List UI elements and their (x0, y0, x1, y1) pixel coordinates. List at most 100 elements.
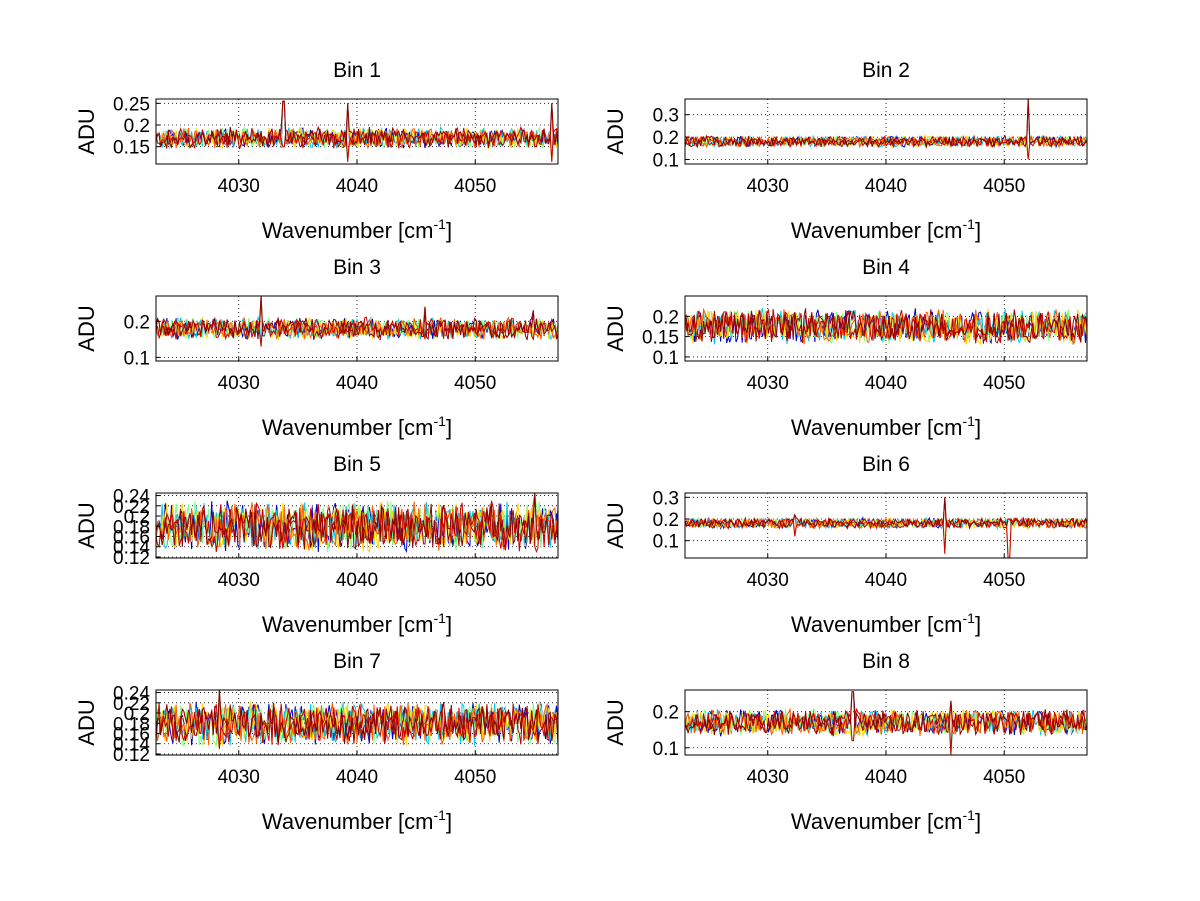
y-tick-label: 0.1 (653, 151, 679, 172)
data-series-line (685, 497, 1087, 530)
series-group (685, 691, 1087, 755)
data-series-line (685, 308, 1087, 344)
subplot-title: Bin 7 (333, 650, 381, 673)
y-axis-label: ADU (603, 502, 628, 548)
x-axis-label: Wavenumber [cm-1] (262, 413, 452, 440)
y-tick-label: 0.22 (113, 694, 150, 715)
x-tick-label: 4040 (336, 373, 378, 394)
series-group (685, 307, 1087, 346)
y-tick-label: 0.24 (113, 684, 150, 705)
y-tick-label: 0.22 (113, 497, 150, 518)
subplot-title: Bin 2 (862, 59, 910, 82)
y-axis-label: ADU (74, 108, 99, 154)
y-tick-label: 0.12 (113, 548, 150, 569)
x-axis-label-end: ] (446, 218, 452, 243)
y-tick-label: 0.12 (113, 745, 150, 766)
x-tick-label: 4040 (865, 373, 907, 394)
x-axis-label-end: ] (446, 415, 452, 440)
data-series-line (685, 99, 1087, 150)
series-group (685, 99, 1087, 160)
x-tick-label: 4040 (865, 570, 907, 591)
x-axis-label-exponent: -1 (434, 807, 447, 823)
x-axis-label: Wavenumber [cm-1] (791, 610, 981, 637)
y-tick-label: 0.3 (653, 106, 679, 127)
x-axis-label-exponent: -1 (434, 413, 447, 429)
y-axis-label: ADU (603, 305, 628, 351)
series-group (156, 493, 558, 554)
x-tick-label: 4030 (747, 176, 789, 197)
subplot-bin-2: 4030 4040 4050 0.10.20.3 Bin 2 Wavenumber [cm… (603, 59, 1088, 243)
data-series-line (685, 307, 1087, 345)
x-axis-label-text: Wavenumber [cm (262, 809, 434, 834)
y-tick-label: 0.2 (124, 704, 150, 725)
subplot-bin-8: 4030 4040 4050 0.1 0.2 Bin 8 Wavenumber [cm-1]… (603, 650, 1088, 834)
y-axis-label: ADU (74, 305, 99, 351)
y-axis-label: ADU (74, 502, 99, 548)
y-tick-label: 0.2 (653, 510, 679, 531)
series-group (156, 100, 558, 162)
y-tick-label: 0.24 (113, 487, 150, 508)
x-tick-label: 4030 (747, 767, 789, 788)
x-tick-label: 4030 (218, 570, 260, 591)
x-axis-label-end: ] (446, 809, 452, 834)
y-tick-label: 0.2 (653, 307, 679, 328)
subplot-title: Bin 3 (333, 256, 381, 279)
x-axis-label-exponent: -1 (434, 216, 447, 232)
x-tick-label: 4050 (454, 767, 496, 788)
x-axis-label-exponent: -1 (963, 807, 976, 823)
subplot-title: Bin 5 (333, 453, 381, 476)
x-tick-label: 4030 (218, 176, 260, 197)
subplot-bin-4: 4030 4040 4050 0.10.150.2 Bin 4 Wavenumber [c… (603, 256, 1088, 440)
x-axis-label: Wavenumber [cm-1] (262, 807, 452, 834)
series-group (156, 690, 558, 750)
y-tick-label: 0.18 (113, 714, 150, 735)
y-tick-label: 0.2 (124, 507, 150, 528)
y-tick-label: 0.3 (653, 488, 679, 509)
series-group (156, 296, 558, 347)
subplot-title: Bin 8 (862, 650, 910, 673)
x-axis-label-text: Wavenumber [cm (791, 415, 963, 440)
x-tick-label: 4050 (454, 176, 496, 197)
x-tick-label: 4030 (747, 570, 789, 591)
x-tick-label: 4050 (983, 373, 1025, 394)
y-tick-label: 0.16 (113, 725, 150, 746)
y-axis-label: ADU (603, 699, 628, 745)
y-tick-label: 0.16 (113, 528, 150, 549)
y-tick-label: 0.14 (113, 538, 150, 559)
series-group (685, 497, 1087, 558)
x-tick-label: 4030 (747, 373, 789, 394)
data-series-line (685, 308, 1087, 344)
x-axis-label-exponent: -1 (434, 610, 447, 626)
y-tick-label: 0.15 (642, 328, 679, 349)
x-axis-label-exponent: -1 (963, 610, 976, 626)
x-tick-label: 4050 (983, 176, 1025, 197)
x-axis-label-exponent: -1 (963, 216, 976, 232)
y-axis-label: ADU (603, 108, 628, 154)
x-axis-label-text: Wavenumber [cm (791, 612, 963, 637)
x-axis-label-end: ] (975, 218, 981, 243)
data-series-line (156, 315, 558, 347)
data-series-line (685, 691, 1087, 737)
x-axis-label-end: ] (975, 415, 981, 440)
subplot-bin-7: 4030 4040 4050 0.120.140.160.180.20.220.24 B… (74, 650, 559, 834)
x-axis-label-exponent: -1 (963, 413, 976, 429)
y-tick-label: 0.25 (113, 94, 150, 115)
x-axis-label: Wavenumber [cm-1] (262, 610, 452, 637)
x-axis-label-end: ] (446, 612, 452, 637)
x-tick-label: 4050 (454, 373, 496, 394)
x-axis-label-text: Wavenumber [cm (791, 218, 963, 243)
x-axis-label-text: Wavenumber [cm (262, 415, 434, 440)
subplot-bin-5: 4030 4040 4050 0.120.140.160.180.20.220.24 B… (74, 453, 559, 637)
data-series-line (156, 702, 558, 749)
x-tick-label: 4040 (865, 176, 907, 197)
subplot-bin-3: 4030 4040 4050 0.1 0.2 Bin 3 Wavenumber [cm-1]… (74, 256, 559, 440)
y-tick-label: 0.2 (124, 312, 150, 333)
y-tick-label: 0.18 (113, 517, 150, 538)
x-axis-label-end: ] (975, 612, 981, 637)
x-axis-label: Wavenumber [cm-1] (791, 216, 981, 243)
x-tick-label: 4040 (336, 767, 378, 788)
x-tick-label: 4050 (983, 570, 1025, 591)
x-axis-label-text: Wavenumber [cm (262, 218, 434, 243)
subplot-bin-6: 4030 4040 4050 0.10.20.3 Bin 6 Wavenumber [cm… (603, 453, 1088, 637)
